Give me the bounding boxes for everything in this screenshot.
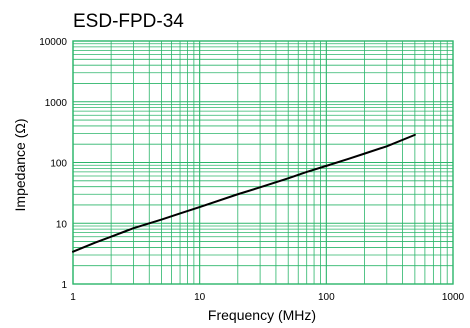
y-tick-label: 10000 xyxy=(39,37,67,48)
series-line xyxy=(72,133,416,253)
x-tick-label: 100 xyxy=(318,292,335,303)
y-tick-label: 1 xyxy=(61,280,67,291)
y-tick-label: 10 xyxy=(56,219,68,230)
grid xyxy=(72,40,454,285)
tick-labels: 1 10 100 1000 1 10 100 1000 10000 xyxy=(39,37,464,303)
series-layer xyxy=(72,133,416,253)
y-axis-label: Impedance (Ω) xyxy=(12,119,28,212)
plot-frame xyxy=(72,40,454,285)
y-tick-label: 1000 xyxy=(45,98,68,109)
chart-title: ESD-FPD-34 xyxy=(73,11,184,32)
x-tick-label: 10 xyxy=(194,292,206,303)
x-tick-label: 1 xyxy=(70,292,76,303)
y-tick-label: 100 xyxy=(50,159,67,170)
x-axis-label: Frequency (MHz) xyxy=(208,307,316,323)
x-tick-label: 1000 xyxy=(442,292,465,303)
